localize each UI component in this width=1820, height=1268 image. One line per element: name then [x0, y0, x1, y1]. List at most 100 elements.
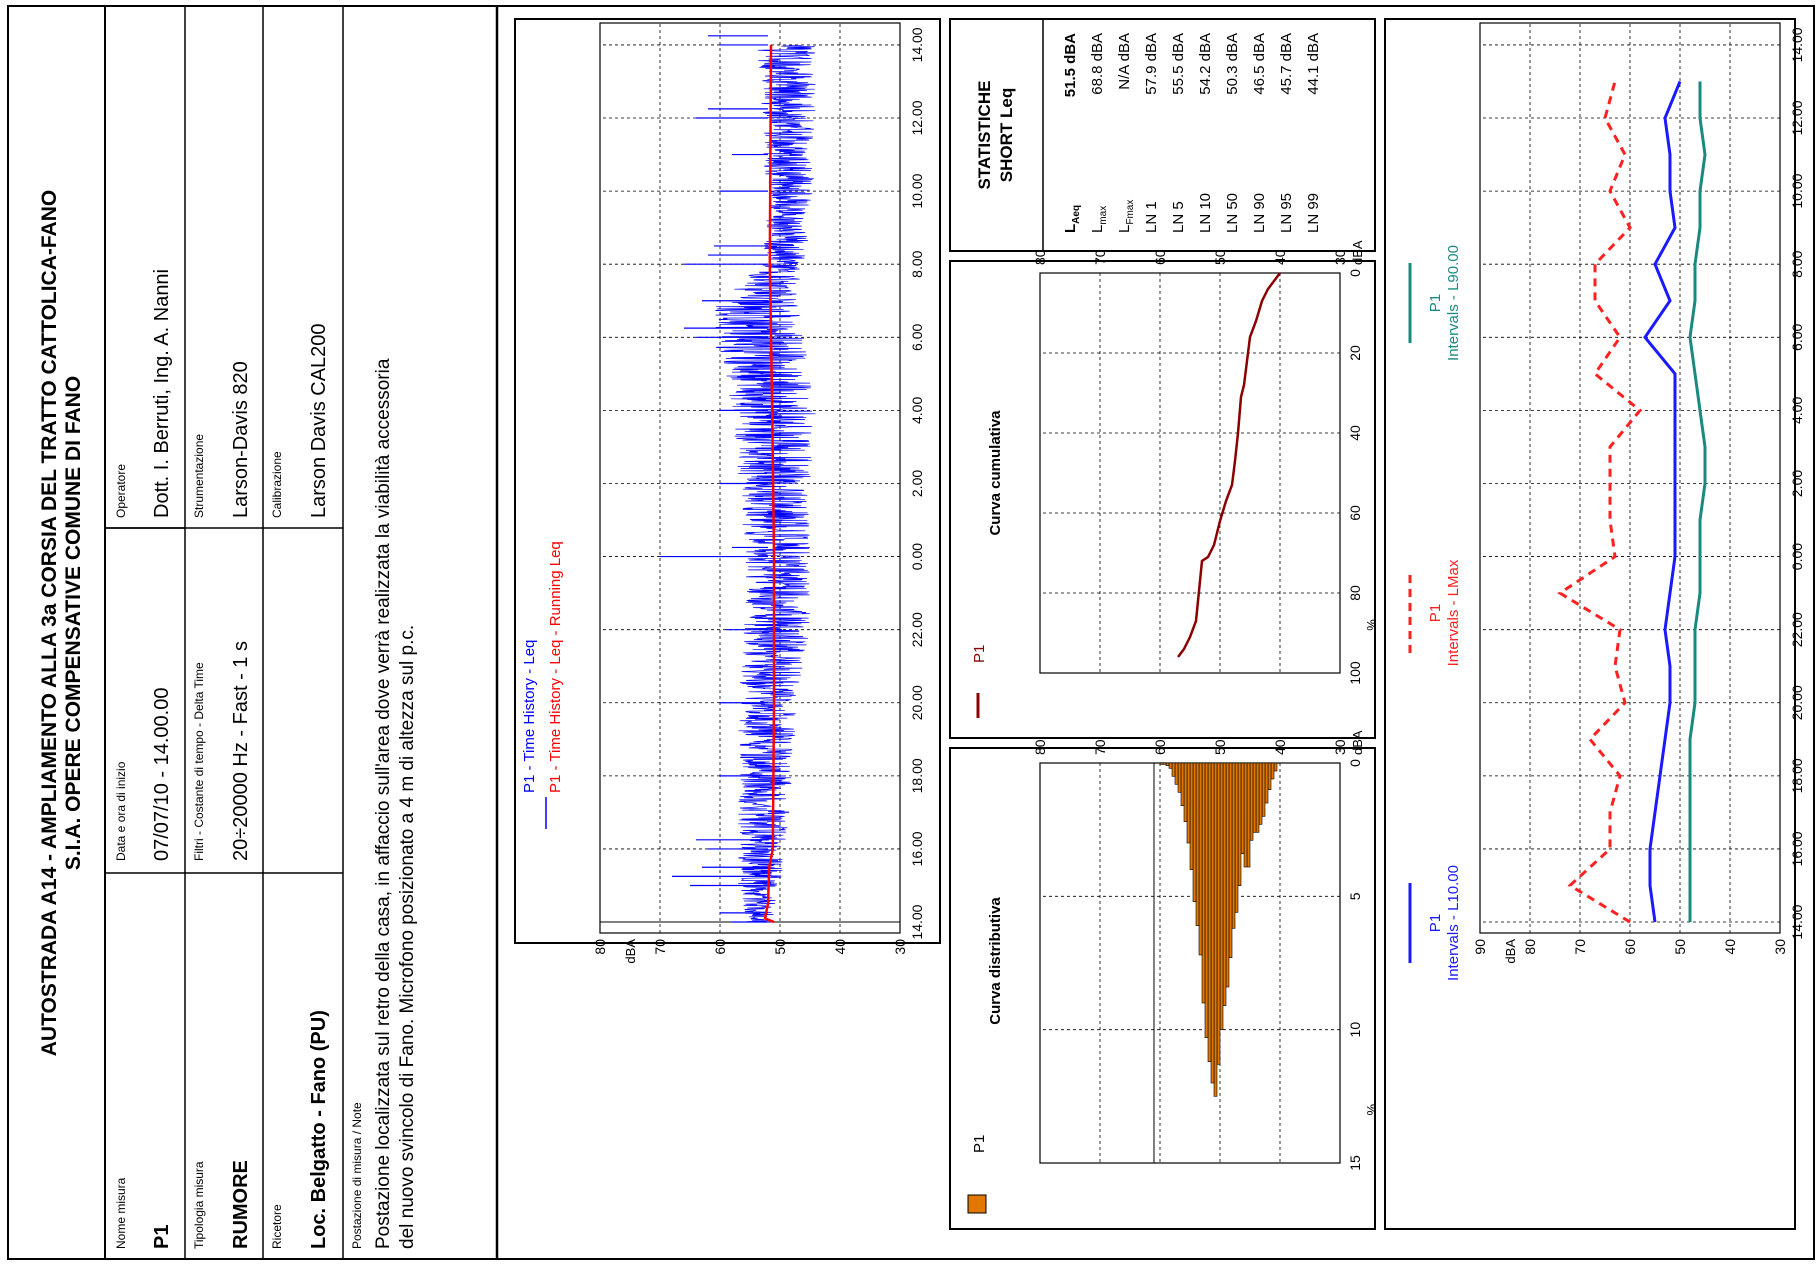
int-xtick-label: 22.00 [1789, 612, 1805, 647]
dist-bar [1186, 762, 1191, 844]
stats-row-value: 50.3 dBA [1224, 33, 1241, 95]
interval-legend-label: P1 [1427, 294, 1444, 312]
cum-dba-tick: 50 [1212, 249, 1228, 265]
ricettore-value: Loc. Belgatto - Fano (PU) [308, 1010, 330, 1249]
legend-running-leq: P1 - Time History - Leq - Running Leq [547, 541, 564, 793]
dist-bar [1168, 762, 1173, 769]
stats-row-value: 57.9 dBA [1143, 33, 1160, 95]
stats-row-value: 54.2 dBA [1197, 33, 1214, 95]
int-ytick-label: 60 [1622, 939, 1638, 955]
intervals-chart: 14.00 16.00 18.00 20.00 22.00 0.00 2.00 4.00 6.0… [1472, 22, 1805, 964]
dist-pct-tick: 5 [1347, 892, 1363, 900]
cumulativa-title: Curva cumulativa [987, 410, 1004, 536]
cum-dba-tick: 60 [1152, 249, 1168, 265]
postazione-line1: Postazione localizzata sul retro della c… [373, 358, 394, 1249]
dist-bar [1234, 762, 1239, 913]
interval-legend-label: P1 [1427, 604, 1444, 622]
data-ora-label: Data e ora di inizio [114, 761, 128, 861]
filtri-label: Filtri - Costante di tempo - Delta Time [192, 662, 206, 861]
dist-bar [1219, 762, 1224, 1030]
page-frame [7, 5, 1815, 1260]
th-xtick-label: 4.00 [909, 397, 925, 424]
int-xtick-label: 10.00 [1789, 173, 1805, 208]
th-xtick-label: 12.00 [909, 100, 925, 135]
int-xtick-label: 16.00 [1789, 831, 1805, 866]
cum-plot-frame [1039, 272, 1341, 674]
stats-row-label: Lmax [1089, 206, 1109, 233]
stats-row-value: 55.5 dBA [1170, 33, 1187, 95]
th-xtick-label: 18.00 [909, 758, 925, 793]
cum-pct-label: % [1364, 619, 1379, 631]
interval-series-line [1688, 81, 1707, 923]
int-xtick-label: 8.00 [1789, 250, 1805, 277]
postazione-line2: del nuovo svincolo di Fano. Microfono po… [397, 625, 418, 1249]
stats-row-label: LN 90 [1251, 193, 1268, 233]
th-xtick-label: 2.00 [909, 470, 925, 497]
dist-pct-tick: 0 [1347, 759, 1363, 767]
dist-dba-tick: 80 [1032, 739, 1048, 755]
int-ytick-label: 30 [1772, 939, 1788, 955]
dist-bar [1180, 762, 1185, 806]
cum-pct-tick: 0 [1347, 269, 1363, 277]
dist-bar [1204, 762, 1209, 1038]
postazione-label: Postazione di misura / Note [350, 1102, 364, 1249]
stats-row-value: 45.7 dBA [1278, 33, 1295, 95]
interval-legend-label: Intervals - LMax [1445, 559, 1462, 666]
dist-bar [1270, 762, 1275, 780]
dist-bar [1261, 762, 1266, 817]
stats-row-value: 46.5 dBA [1251, 33, 1268, 95]
th-xtick-label: 16.00 [909, 831, 925, 866]
th-plot-frame [599, 22, 901, 934]
th-ytick-label: 50 [772, 939, 788, 955]
int-plot-frame [1479, 22, 1781, 934]
cum-dba-tick: 70 [1092, 249, 1108, 265]
cum-dba-tick: 80 [1032, 249, 1048, 265]
stats-row-value: 68.8 dBA [1089, 33, 1106, 95]
distributiva-title: Curva distributiva [987, 897, 1004, 1025]
dist-bar [1201, 762, 1206, 1004]
cum-dba-tick: 30 [1332, 249, 1348, 265]
dist-bar [1267, 762, 1272, 790]
stats-row-label: LN 10 [1197, 193, 1214, 233]
strumentazione-value: Larson-Davis 820 [230, 361, 252, 518]
stats-table: LAeq 51.5 dBA Lmax 68.8 dBA LFmax N/A dBA LN 1… [1062, 33, 1322, 233]
th-ytick-label: 80 [592, 939, 608, 955]
cumulativa-chart: 30 40 50 60 70 80 0 20 40 60 80 100 dBA% [1032, 240, 1379, 685]
running-leq-line [763, 44, 776, 924]
dist-bar [1231, 762, 1236, 929]
dist-dba-tick: 50 [1212, 739, 1228, 755]
th-xtick-label: 0.00 [909, 543, 925, 570]
distributiva-legend: P1 [971, 1135, 988, 1153]
int-xtick-label: 0.00 [1789, 543, 1805, 570]
dist-bar [1177, 762, 1182, 793]
dist-bar [1189, 762, 1194, 870]
int-ylabel: dBA [1503, 939, 1518, 964]
dist-pct-tick: 10 [1347, 1022, 1363, 1038]
nome-misura-value: P1 [151, 1225, 173, 1249]
th-ytick-label: 60 [712, 939, 728, 955]
cum-pct-tick: 100 [1347, 661, 1363, 685]
distributiva-chart: 30 40 50 60 70 80 0 5 10 15 dBA% [1032, 730, 1379, 1171]
stats-row-value: N/A dBA [1116, 33, 1133, 90]
int-xtick-label: 18.00 [1789, 758, 1805, 793]
dist-bar [1162, 762, 1167, 765]
dist-bar [1210, 762, 1215, 1084]
int-xtick-label: 4.00 [1789, 397, 1805, 424]
report-title-line2: S.I.A. OPERE COMPENSATIVE COMUNE DI FANO [62, 376, 85, 870]
int-ytick-label: 90 [1472, 939, 1488, 955]
dist-dba-tick: 60 [1152, 739, 1168, 755]
report-title-line1: AUTOSTRADA A14 - AMPLIAMENTO ALLA 3a COR… [38, 190, 61, 1056]
interval-series-line [1643, 80, 1682, 923]
cum-dba-tick: 40 [1272, 249, 1288, 265]
interval-legend-label: P1 [1427, 914, 1444, 932]
dist-bar [1183, 762, 1188, 822]
th-xtick-label: 6.00 [909, 323, 925, 350]
dist-dba-tick: 70 [1092, 739, 1108, 755]
int-xtick-label: 12.00 [1789, 100, 1805, 135]
dist-dba-label: dBA [1350, 730, 1365, 755]
cum-pct-tick: 80 [1347, 585, 1363, 601]
dist-bar [1207, 762, 1212, 1062]
dist-bar [1165, 762, 1170, 766]
tipologia-value: RUMORE [230, 1160, 252, 1249]
